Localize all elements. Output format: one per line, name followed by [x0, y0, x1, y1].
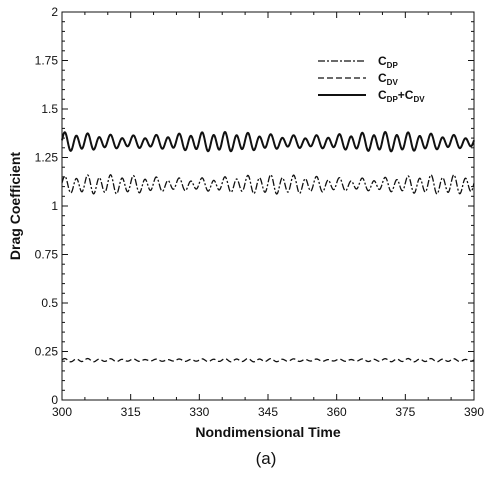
x-tick-label: 315 — [121, 405, 141, 419]
series-line — [61, 357, 475, 363]
series-line — [61, 173, 475, 195]
y-tick-label: 0 — [51, 393, 58, 407]
series-group — [61, 130, 475, 363]
legend-label: CDV — [378, 71, 398, 87]
x-tick-label: 345 — [258, 405, 278, 419]
y-tick-label: 0.75 — [35, 248, 59, 262]
x-tick-label: 330 — [189, 405, 209, 419]
x-tick-label: 390 — [464, 405, 484, 419]
series-line — [61, 130, 475, 153]
plot-frame — [61, 11, 475, 401]
y-tick-label: 1.75 — [35, 54, 59, 68]
y-axis-title: Drag Coefficient — [7, 152, 23, 260]
y-tick-label: 0.5 — [41, 296, 58, 310]
y-tick-label: 1 — [51, 199, 58, 213]
x-tick-label: 375 — [395, 405, 415, 419]
y-tick-label: 1.5 — [41, 102, 58, 116]
x-tick-label: 300 — [52, 405, 72, 419]
legend-label: CDP — [378, 54, 398, 70]
y-tick-label: 0.25 — [35, 345, 59, 359]
y-tick-label: 1.25 — [35, 151, 59, 165]
legend-label: CDP+CDV — [378, 88, 425, 104]
x-axis-title: Nondimensional Time — [195, 424, 340, 440]
figure-caption: (a) — [256, 449, 277, 468]
y-tick-label: 2 — [51, 5, 58, 19]
x-tick-label: 360 — [327, 405, 347, 419]
tick-group: 300 315 330 345 360 375 390 0 0.25 0.5 0.75 1 1.25 1.… — [35, 5, 485, 419]
